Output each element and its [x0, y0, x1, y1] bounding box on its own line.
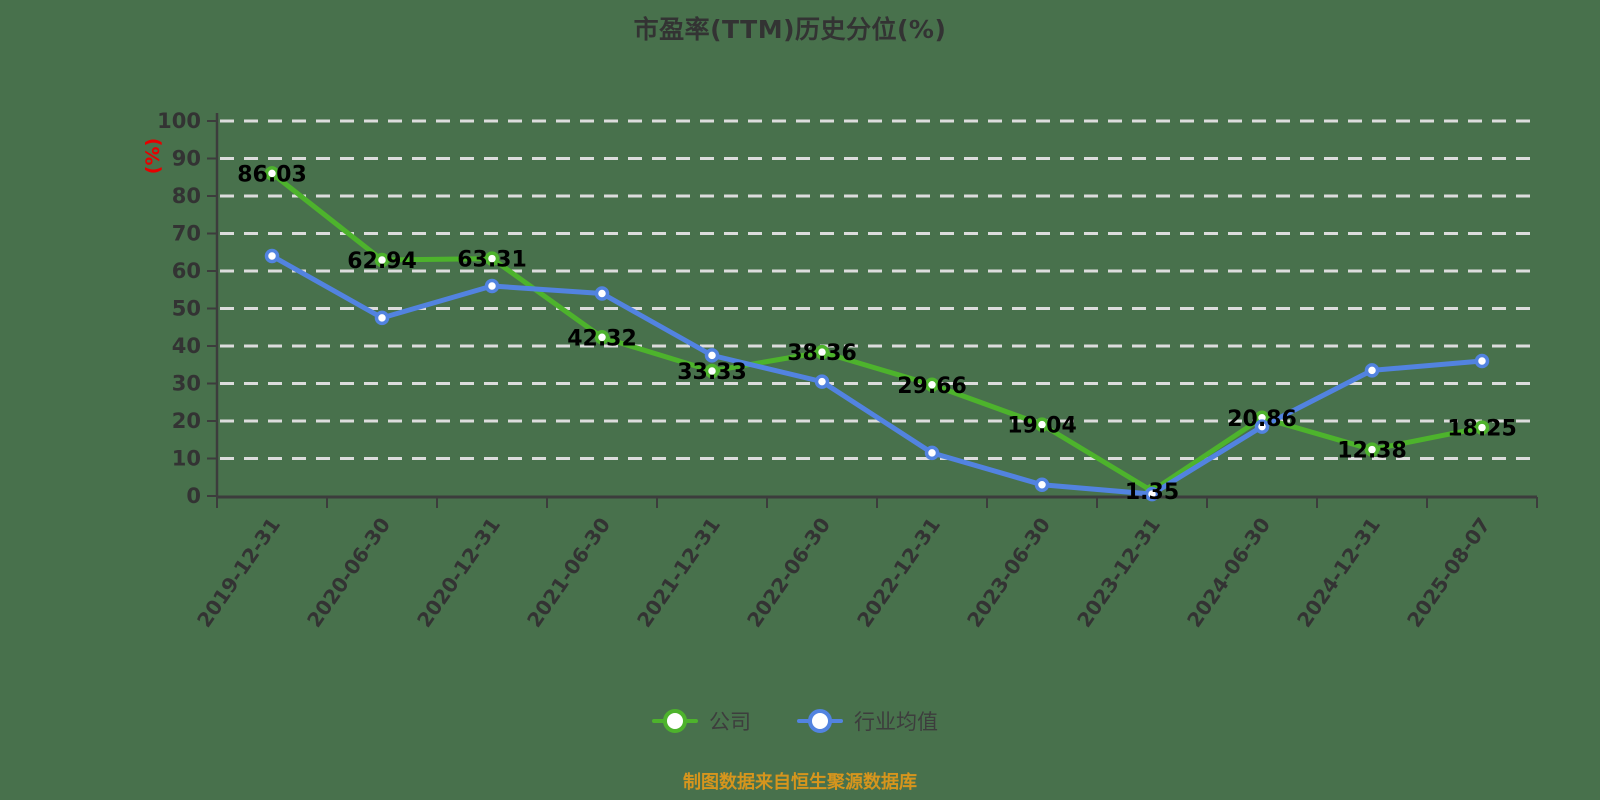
data-label: 19.04	[1007, 414, 1077, 439]
data-label: 12.38	[1337, 439, 1407, 464]
data-point-company[interactable]	[704, 363, 720, 379]
industry-series-marker-icon	[797, 708, 843, 734]
chart-title: 市盈率(TTM)历史分位(%)	[633, 15, 947, 44]
data-point-industry[interactable]	[704, 348, 720, 363]
legend-circle-icon	[808, 709, 832, 733]
y-tick-label: 100	[157, 109, 201, 133]
y-tick-label: 0	[186, 484, 201, 508]
x-axis-label: 2022-06-30	[742, 513, 835, 632]
series-line-company	[269, 170, 1485, 494]
x-axis-label: 2019-12-31	[192, 513, 285, 632]
y-axis-unit-label: (%)	[142, 138, 164, 174]
data-point-industry[interactable]	[924, 445, 940, 461]
data-point-company[interactable]	[924, 377, 940, 393]
data-label: 38.36	[787, 341, 857, 366]
x-axis-label: 2022-12-31	[852, 513, 945, 632]
data-point-industry[interactable]	[1364, 363, 1380, 378]
data-point-company[interactable]	[1474, 420, 1490, 435]
y-tick-label: 30	[172, 372, 201, 396]
data-point-industry[interactable]	[1034, 477, 1050, 492]
y-tick-label: 70	[172, 222, 201, 246]
x-axis-label: 2024-06-30	[1182, 513, 1275, 632]
data-point-company[interactable]	[814, 344, 830, 360]
data-point-industry[interactable]	[1144, 486, 1160, 502]
x-axis-label: 2023-06-30	[962, 513, 1055, 632]
y-tick-label: 50	[172, 297, 201, 321]
data-label: 86.03	[237, 162, 307, 187]
x-axis-label: 2021-06-30	[522, 513, 615, 632]
data-point-industry[interactable]	[484, 278, 500, 294]
data-label: 33.33	[677, 360, 747, 385]
x-axis-label: 2024-12-31	[1292, 513, 1385, 632]
legend-item-industry[interactable]: 行业均值	[797, 706, 938, 736]
data-point-industry[interactable]	[374, 310, 390, 326]
data-label: 18.25	[1447, 417, 1517, 442]
legend-circle-icon	[663, 709, 687, 733]
data-point-company[interactable]	[484, 251, 500, 266]
data-label: 29.66	[897, 374, 967, 399]
data-point-company[interactable]	[264, 166, 280, 181]
data-point-company[interactable]	[374, 252, 390, 268]
data-point-industry[interactable]	[1474, 353, 1490, 369]
data-point-industry[interactable]	[594, 286, 610, 301]
x-axis-label: 2023-12-31	[1072, 513, 1165, 632]
data-label: 62.94	[347, 249, 417, 274]
data-label: 20.86	[1227, 407, 1297, 432]
data-source-note: 制图数据来自恒生聚源数据库	[683, 772, 917, 793]
y-tick-label: 40	[172, 334, 201, 358]
data-point-company[interactable]	[1364, 442, 1380, 457]
series-line-industry	[269, 253, 1485, 497]
y-tick-label: 20	[172, 409, 201, 433]
data-label: 63.31	[457, 248, 527, 273]
data-point-industry[interactable]	[264, 248, 280, 264]
x-axis-label: 2021-12-31	[632, 513, 725, 632]
data-label: 42.32	[567, 326, 637, 351]
legend: 公司 行业均值	[0, 706, 1590, 736]
y-tick-label: 80	[172, 184, 201, 208]
data-point-industry[interactable]	[1254, 419, 1270, 434]
y-tick-label: 90	[172, 147, 201, 171]
company-series-marker-icon	[652, 708, 698, 734]
legend-label-company: 公司	[709, 710, 751, 734]
x-axis-label: 2020-12-31	[412, 513, 505, 632]
x-axis-label: 2025-08-07	[1402, 513, 1495, 632]
data-point-industry[interactable]	[814, 374, 830, 389]
y-tick-label: 10	[172, 447, 201, 471]
data-label: 1.35	[1125, 480, 1179, 505]
y-tick-label: 60	[172, 259, 201, 283]
data-point-company[interactable]	[594, 330, 610, 345]
legend-item-company[interactable]: 公司	[652, 706, 751, 736]
x-axis-label: 2020-06-30	[302, 513, 395, 632]
data-point-company[interactable]	[1034, 417, 1050, 432]
legend-label-industry: 行业均值	[854, 710, 938, 734]
